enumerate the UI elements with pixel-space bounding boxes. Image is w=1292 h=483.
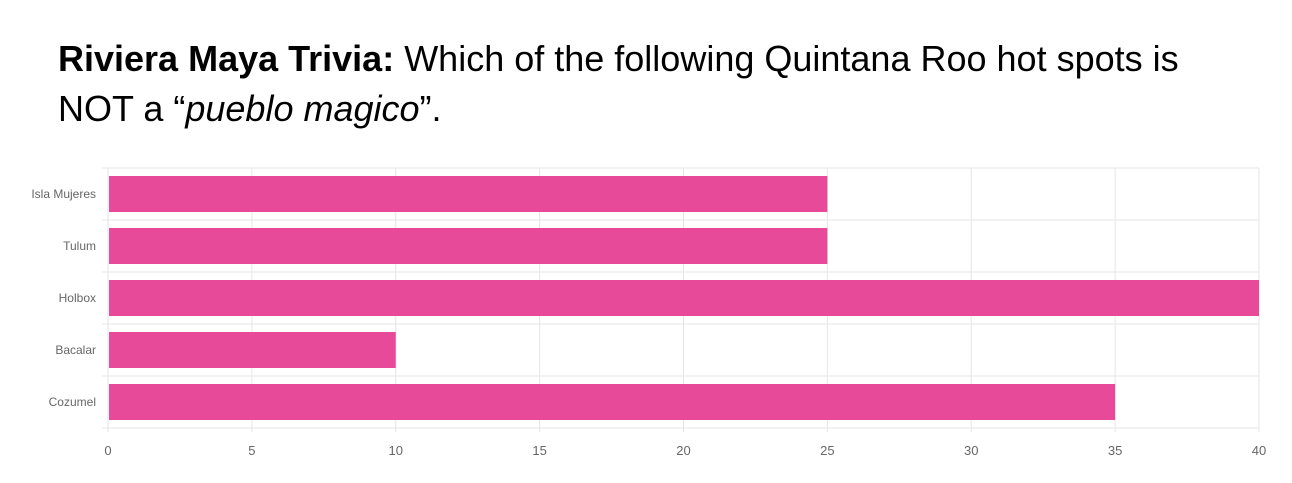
bar-cozumel (109, 384, 1116, 420)
title-italic-term: pueblo magico (185, 88, 420, 129)
x-tick-label-15: 15 (532, 443, 546, 458)
bar-isla-mujeres (109, 176, 828, 212)
bars (109, 176, 1259, 420)
category-label-holbox: Holbox (59, 291, 96, 305)
category-labels: Isla Mujeres Tulum Holbox Bacalar Cozumel (31, 187, 96, 409)
bar-bacalar (109, 332, 396, 368)
x-tick-label-5: 5 (248, 443, 255, 458)
category-label-cozumel: Cozumel (49, 395, 96, 409)
slide-title: Riviera Maya Trivia: Which of the follow… (58, 34, 1258, 134)
x-tick-label-0: 0 (104, 443, 111, 458)
x-tick-label-35: 35 (1108, 443, 1122, 458)
x-tick-labels: 0 5 10 15 20 25 30 35 40 (104, 443, 1266, 458)
bar-tulum (109, 228, 828, 264)
x-tick-label-25: 25 (820, 443, 834, 458)
category-label-tulum: Tulum (63, 239, 96, 253)
title-bold: Riviera Maya Trivia: (58, 38, 395, 79)
x-tick-label-10: 10 (389, 443, 403, 458)
x-tick-label-40: 40 (1252, 443, 1266, 458)
category-label-isla-mujeres: Isla Mujeres (31, 187, 96, 201)
bar-holbox (109, 280, 1259, 316)
title-question: Which of the following Quintana Roo hot … (58, 38, 1179, 129)
title-end: ”. (419, 88, 442, 129)
category-label-bacalar: Bacalar (55, 343, 96, 357)
x-tick-label-30: 30 (964, 443, 978, 458)
x-tick-label-20: 20 (676, 443, 690, 458)
